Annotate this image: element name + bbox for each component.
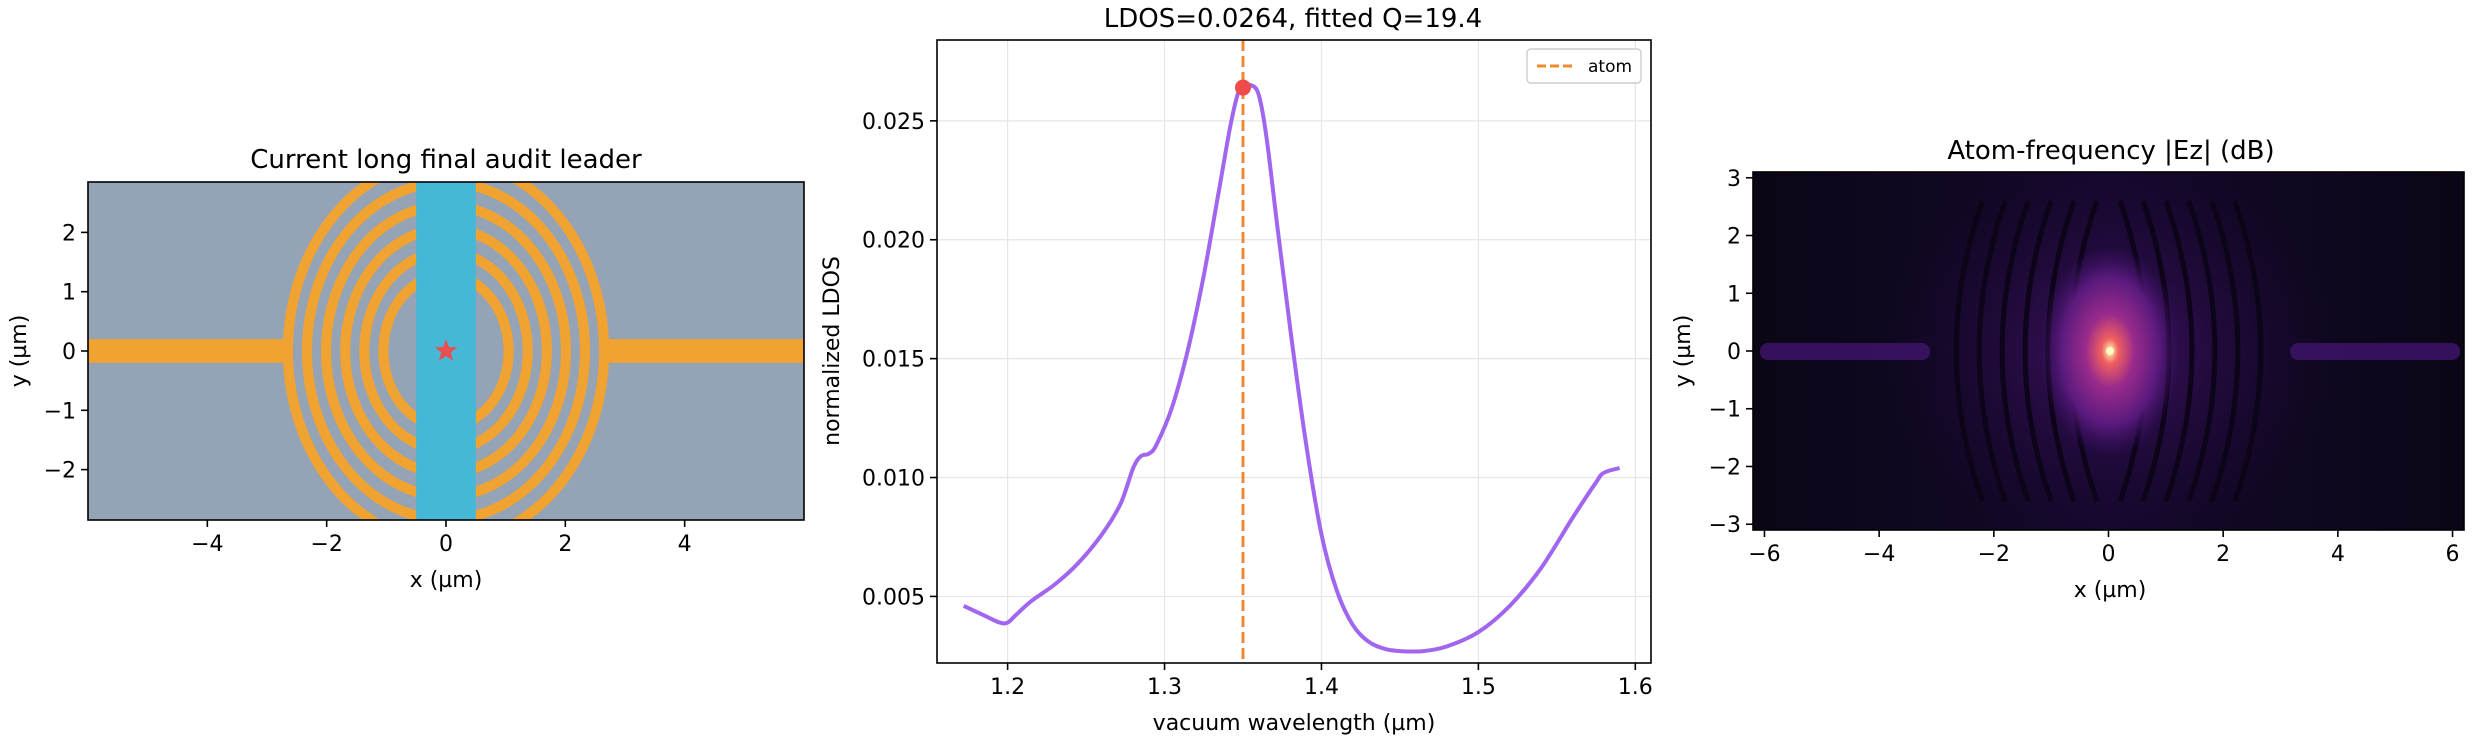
geometry-xtick-label: −4: [191, 532, 223, 557]
field-fringe-arc: [2163, 200, 2195, 502]
geometry-xlabel: x (µm): [410, 568, 483, 593]
ldos-axes-frame: [936, 39, 1652, 664]
ldos-title: LDOS=0.0264, fitted Q=19.4: [1104, 4, 1482, 34]
waveguide-right: [607, 339, 804, 363]
geometry-ytick-label: 0: [62, 340, 76, 365]
ldos-xtick-label: 1.2: [990, 675, 1025, 700]
grating-ring: [282, 182, 610, 520]
ldos-xtick-label: 1.4: [1304, 675, 1339, 700]
field-fringe-arc: [1953, 200, 1985, 502]
field-xtick-label: 0: [2102, 542, 2116, 567]
geometry-xtick-label: −2: [310, 532, 342, 557]
ldos-xtick-label: 1.5: [1461, 675, 1496, 700]
field-title: Atom-frequency |Ez| (dB): [1947, 136, 2274, 166]
geometry-xtick-label: 4: [678, 532, 692, 557]
field-ylabel: y (µm): [1671, 315, 1696, 388]
field-xtick-label: 6: [2446, 542, 2460, 567]
field-fringe-arc: [1976, 200, 2008, 502]
field-fringe-arc: [2209, 200, 2241, 502]
geometry-ylabel: y (µm): [7, 315, 32, 388]
field-xtick-label: 2: [2216, 542, 2230, 567]
ldos-panel: LDOS=0.0264, fitted Q=19.4 1.2 1.3 1.4 1.5 1…: [820, 4, 1653, 736]
field-ytick-label: 1: [1727, 282, 1741, 307]
geometry-xtick-label: 2: [558, 532, 572, 557]
ldos-ytick-label: 0.025: [862, 110, 925, 135]
geometry-title: Current long final audit leader: [250, 145, 642, 175]
geometry-ytick-label: −1: [44, 399, 76, 424]
field-xtick-label: −2: [1978, 542, 2010, 567]
geometry-ytick-label: −2: [44, 459, 76, 484]
ldos-ylabel: normalized LDOS: [820, 256, 845, 446]
geometry-xtick-label: 0: [439, 532, 453, 557]
field-waveguide-left: [1760, 343, 1930, 360]
ldos-peak-marker: [1235, 79, 1251, 96]
ldos-curve: [962, 82, 1621, 654]
ldos-ytick-label: 0.005: [862, 585, 925, 610]
ldos-legend: atom: [1526, 48, 1642, 84]
ldos-ytick-label: 0.015: [862, 348, 925, 373]
ldos-xtick-label: 1.3: [1147, 675, 1182, 700]
field-xlabel: x (µm): [2074, 578, 2147, 603]
field-fringe-arc: [1999, 200, 2031, 502]
field-waveguide-right: [2290, 343, 2460, 360]
field-xtick-label: −4: [1863, 542, 1895, 567]
field-ytick-label: −3: [1709, 513, 1741, 538]
field-xtick-label: −6: [1748, 542, 1780, 567]
ldos-xlabel: vacuum wavelength (µm): [1153, 711, 1436, 736]
atom-star-marker: [434, 339, 458, 361]
field-ytick-label: −2: [1709, 455, 1741, 480]
geometry-ytick-label: 1: [62, 281, 76, 306]
field-ytick-label: 3: [1727, 167, 1741, 192]
atom-source-point: [2106, 347, 2114, 355]
field-fringe-arc: [2186, 200, 2218, 502]
field-ytick-label: −1: [1709, 398, 1741, 423]
ldos-ytick-label: 0.010: [862, 467, 925, 492]
geometry-panel: Current long final audit leader −4 −2 0 2 4 2…: [7, 145, 805, 593]
field-fringe-arc: [2232, 200, 2264, 502]
field-panel: Atom-frequency |Ez| (dB) −6 −4 −2 0 2 4 6 3 2 1 0 −…: [1671, 136, 2465, 603]
field-fringe-arc: [2022, 200, 2054, 502]
ldos-ytick-label: 0.020: [862, 229, 925, 254]
waveguide-left: [88, 339, 285, 363]
field-xtick-label: 4: [2331, 542, 2345, 567]
ldos-xtick-label: 1.6: [1618, 675, 1653, 700]
geometry-ytick-label: 2: [62, 221, 76, 246]
field-ytick-label: 0: [1727, 340, 1741, 365]
field-ytick-label: 2: [1727, 225, 1741, 250]
legend-atom-label: atom: [1588, 57, 1632, 77]
